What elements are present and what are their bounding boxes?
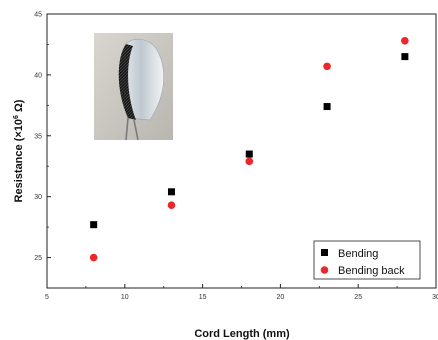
- y-axis-title-unit: Ω): [13, 99, 25, 115]
- bending-point: [245, 150, 253, 158]
- x-tick-label: 30: [432, 294, 438, 301]
- bending-back-point: [89, 253, 98, 262]
- bending-point: [90, 221, 98, 229]
- x-tick-label: 15: [199, 294, 207, 301]
- bending-back-point: [323, 62, 331, 71]
- series-layer: [89, 36, 409, 262]
- legend-box: [313, 240, 421, 280]
- y-tick-label: 40: [34, 72, 42, 79]
- legend-label-bending: Bending: [338, 248, 378, 260]
- x-tick-label: 20: [277, 294, 285, 301]
- x-axis-title: Cord Length (mm): [194, 328, 290, 340]
- legend: Bending Bending back: [313, 240, 421, 280]
- y-axis-title: Resistance (×106 Ω): [13, 99, 25, 202]
- y-axis-title-exponent: 6: [13, 115, 20, 119]
- inset-photo: [94, 33, 173, 141]
- y-axis: 25 30 35 40 45: [34, 12, 51, 289]
- bending-point: [167, 188, 175, 196]
- y-tick-label: 25: [34, 255, 42, 262]
- bending-back-point: [167, 201, 176, 209]
- x-tick-label: 10: [121, 294, 129, 301]
- y-tick-label: 35: [34, 133, 42, 140]
- bending-back-point: [245, 157, 254, 166]
- y-tick-label: 30: [34, 194, 42, 201]
- bending-point: [401, 53, 409, 61]
- legend-marker-bending: [321, 249, 328, 256]
- x-tick-label: 5: [45, 294, 49, 301]
- legend-label-bending-back: Bending back: [338, 265, 405, 277]
- x-tick-label: 25: [354, 294, 362, 301]
- legend-marker-bending-back: [320, 266, 329, 274]
- y-tick-label: 45: [34, 12, 42, 19]
- y-axis-title-main: Resistance (×10: [13, 119, 25, 202]
- bending-back-point: [401, 36, 409, 45]
- x-axis: 5 10 15 20 25 30: [45, 284, 438, 301]
- bending-point: [323, 103, 331, 111]
